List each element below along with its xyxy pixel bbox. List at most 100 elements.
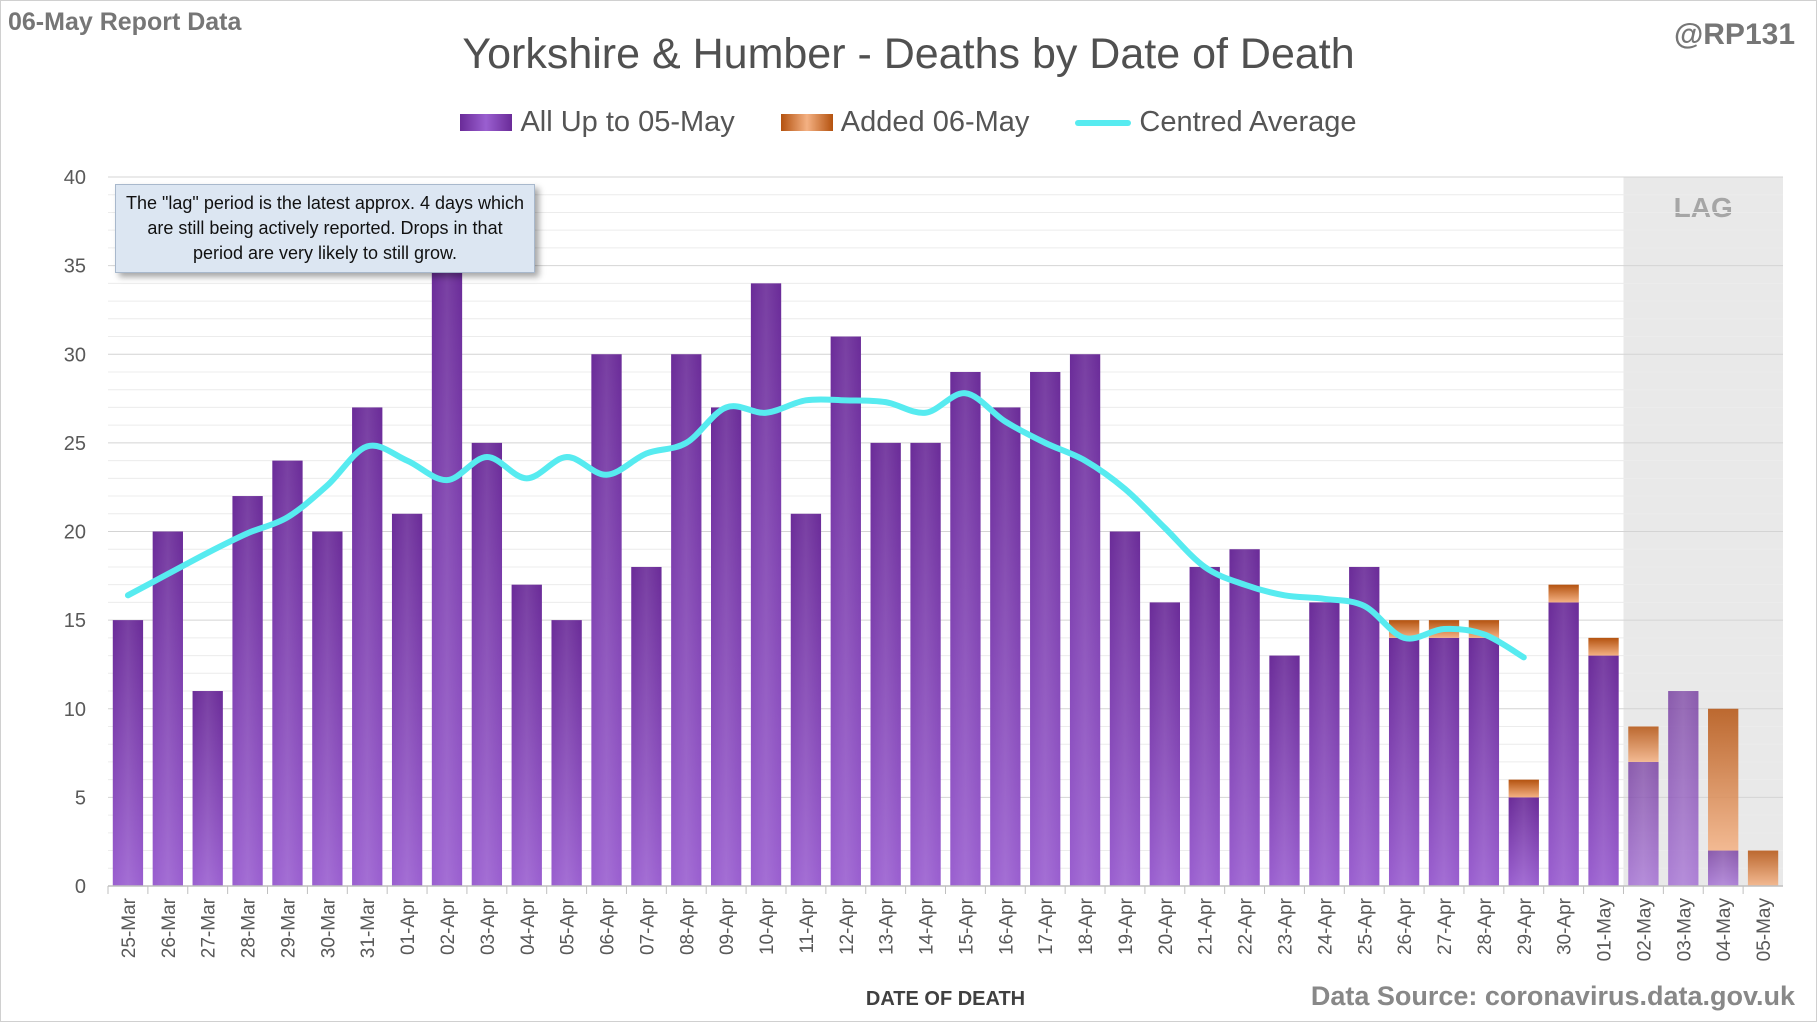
data-source: Data Source: coronavirus.data.gov.uk	[1310, 981, 1795, 1011]
x-tick-label: 18-Apr	[1076, 897, 1097, 955]
x-tick-label: 15-Apr	[956, 897, 977, 955]
x-tick-label: 12-Apr	[837, 897, 858, 955]
legend-item-existing: All Up to 05-May	[460, 106, 735, 139]
bar-existing-sheen	[870, 442, 901, 886]
bar-existing-sheen	[1229, 549, 1260, 886]
bar-existing-sheen	[950, 371, 981, 887]
bar-existing-sheen	[272, 460, 303, 886]
bar-existing-sheen	[312, 531, 343, 886]
y-tick-label: 25	[64, 433, 86, 455]
x-tick-label: 30-Mar	[318, 897, 339, 958]
bar-existing-sheen	[431, 265, 463, 886]
legend-swatch-average	[1075, 119, 1132, 126]
bar-existing-sheen	[790, 513, 822, 886]
legend-label-existing: All Up to 05-May	[520, 106, 735, 138]
bar-existing-sheen	[1428, 637, 1460, 886]
bar-existing-sheen	[192, 691, 223, 886]
x-tick-label: 02-May	[1634, 898, 1655, 962]
x-tick-label: 01-Apr	[398, 897, 419, 955]
x-tick-label: 28-Mar	[239, 897, 260, 958]
x-tick-label: 19-Apr	[1116, 897, 1137, 955]
x-tick-label: 16-Apr	[996, 897, 1017, 955]
x-tick-label: 31-Mar	[358, 897, 379, 958]
x-tick-label: 08-Apr	[677, 897, 698, 955]
x-tick-label: 21-Apr	[1196, 897, 1217, 955]
report-label: 06-May Report Data	[8, 8, 242, 36]
bar-existing-sheen	[1189, 566, 1220, 886]
bar-existing-sheen	[1668, 691, 1699, 886]
bar-existing-sheen	[1069, 354, 1101, 886]
bar-existing-sheen	[750, 283, 782, 887]
y-tick-label: 35	[64, 256, 86, 278]
x-tick-label: 27-Apr	[1435, 897, 1456, 955]
x-tick-label: 04-May	[1714, 898, 1735, 962]
bar-added	[1628, 726, 1659, 762]
bar-existing-sheen	[591, 354, 622, 886]
legend-label-added: Added 06-May	[840, 106, 1030, 138]
bar-added	[1548, 584, 1579, 603]
bar-existing-sheen	[990, 407, 1021, 886]
legend-swatch-existing	[460, 114, 513, 131]
bar-existing-sheen	[511, 584, 542, 886]
bar-existing-sheen	[1548, 602, 1579, 886]
x-tick-label: 13-Apr	[877, 897, 898, 955]
x-tick-label: 23-Apr	[1275, 897, 1296, 955]
x-tick-label: 03-Apr	[478, 897, 499, 955]
bar-added	[1588, 637, 1619, 656]
legend-item-added: Added 06-May	[780, 106, 1030, 139]
bar-existing-sheen	[830, 336, 861, 886]
bar-existing-sheen	[352, 407, 383, 886]
x-tick-label: 03-May	[1674, 898, 1695, 962]
bar-existing-sheen	[1588, 655, 1619, 886]
x-tick-label: 25-Mar	[119, 897, 140, 958]
x-tick-label: 05-Apr	[558, 897, 579, 955]
y-tick-label: 40	[64, 167, 86, 189]
bar-existing-sheen	[1708, 850, 1739, 886]
bar-existing-sheen	[152, 531, 183, 886]
bar-existing-sheen	[1309, 602, 1340, 886]
bar-existing-sheen	[631, 566, 662, 886]
bar-existing-sheen	[1468, 637, 1500, 886]
x-tick-label: 22-Apr	[1236, 897, 1257, 955]
bar-added	[1708, 708, 1739, 851]
bar-existing-sheen	[1030, 371, 1061, 887]
legend-swatch-added	[780, 114, 833, 131]
x-tick-label: 30-Apr	[1555, 897, 1576, 955]
y-tick-label: 20	[64, 522, 86, 544]
x-tick-label: 01-May	[1595, 898, 1616, 962]
bar-existing-sheen	[551, 620, 582, 886]
bar-added	[1747, 850, 1779, 886]
bar-existing-sheen	[232, 496, 263, 886]
x-tick-label: 29-Mar	[278, 897, 299, 958]
bar-existing-sheen	[1109, 531, 1141, 886]
x-tick-label: 26-Mar	[159, 897, 180, 958]
bar-existing-sheen	[112, 620, 144, 886]
bar-existing-sheen	[1269, 655, 1300, 886]
chart-title: Yorkshire & Humber - Deaths by Date of D…	[462, 30, 1355, 78]
y-tick-label: 10	[64, 699, 86, 721]
average-line	[124, 390, 1527, 661]
bar-existing-sheen	[711, 407, 742, 886]
y-tick-label: 5	[75, 787, 86, 809]
bar-existing-sheen	[1628, 761, 1659, 886]
y-tick-label: 0	[75, 876, 86, 898]
x-tick-label: 28-Apr	[1475, 897, 1496, 955]
x-tick-label: 10-Apr	[757, 897, 778, 955]
x-tick-label: 11-Apr	[797, 897, 818, 953]
legend-label-average: Centred Average	[1139, 106, 1357, 138]
bar-added	[1508, 779, 1539, 798]
x-tick-label: 29-Apr	[1515, 897, 1536, 955]
bar-existing-sheen	[1508, 797, 1539, 886]
bar-existing-sheen	[1349, 566, 1380, 886]
x-tick-label: 09-Apr	[717, 897, 738, 955]
bar-existing-sheen	[1388, 637, 1420, 886]
x-tick-label: 24-Apr	[1315, 897, 1336, 955]
lag-annotation: The "lag" period is the latest approx. 4…	[115, 184, 535, 273]
x-tick-label: 05-May	[1754, 898, 1775, 962]
bar-existing-sheen	[471, 442, 503, 886]
y-tick-label: 15	[64, 610, 86, 632]
x-tick-label: 26-Apr	[1395, 897, 1416, 955]
x-tick-label: 04-Apr	[518, 897, 539, 955]
x-tick-label: 27-Mar	[199, 897, 220, 958]
